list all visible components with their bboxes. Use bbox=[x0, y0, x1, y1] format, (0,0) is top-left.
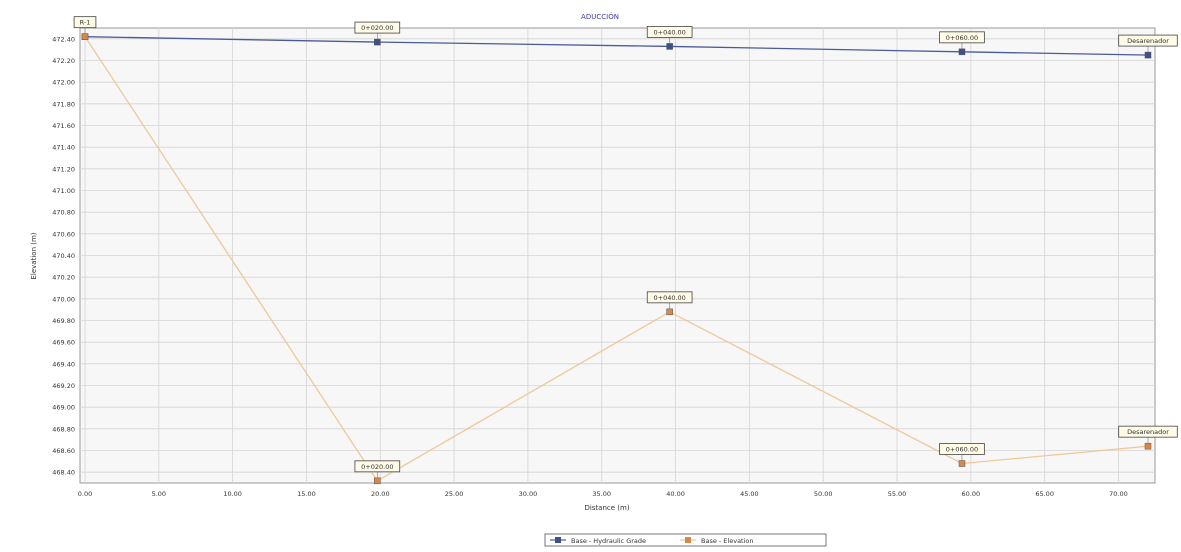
y-tick-label: 471.20 bbox=[52, 165, 75, 173]
y-tick-label: 470.80 bbox=[52, 209, 75, 217]
y-tick-label: 469.20 bbox=[52, 382, 75, 390]
hydraulic-node-label-box bbox=[939, 31, 985, 44]
y-tick-label: 469.80 bbox=[52, 317, 75, 325]
legend-hydraulic-marker bbox=[555, 537, 561, 543]
hydraulic-grade-point bbox=[666, 43, 673, 50]
x-tick-label: 60.00 bbox=[962, 490, 981, 498]
hydraulic-node-label: 0+020.00 bbox=[361, 24, 393, 32]
elevation-point bbox=[1144, 442, 1152, 450]
legend-elevation-label: Base - Elevation bbox=[701, 537, 754, 545]
y-tick-label: 472.40 bbox=[52, 35, 75, 43]
hydraulic-node-label-box bbox=[646, 26, 693, 38]
y-tick-label: 469.40 bbox=[52, 360, 75, 368]
y-tick-label: 468.40 bbox=[52, 469, 75, 477]
series bbox=[81, 33, 1152, 485]
y-tick-label: 470.20 bbox=[52, 274, 75, 282]
elevation-node-label: 0+060.00 bbox=[946, 446, 978, 454]
elevation-point bbox=[374, 477, 381, 485]
hydraulic-grade-point bbox=[374, 38, 381, 46]
legend-hydraulic-label: Base - Hydraulic Grade bbox=[571, 537, 646, 545]
x-tick-label: 15.00 bbox=[297, 490, 316, 498]
x-tick-label: 10.00 bbox=[223, 490, 242, 498]
hydraulic-node-label: Desarenador bbox=[1127, 37, 1169, 45]
x-tick-label: 30.00 bbox=[519, 490, 538, 498]
hydraulic-grade-point bbox=[958, 48, 966, 56]
grid bbox=[80, 28, 1155, 483]
elevation-point bbox=[81, 33, 89, 40]
hydraulic-node-label: 0+060.00 bbox=[946, 34, 978, 42]
hydraulic-node-label-box bbox=[73, 16, 97, 29]
y-axis-label: Elevation (m) bbox=[30, 232, 38, 279]
elevation-node-label-box bbox=[646, 291, 693, 304]
elevation-node-label: 0+020.00 bbox=[361, 463, 393, 471]
node-labels: R-1 0+020.00 0+040.00 0+060.00 Desarenador 0+… bbox=[73, 16, 1178, 478]
y-tick-label: 470.00 bbox=[52, 295, 75, 303]
y-tick-label: 471.80 bbox=[52, 100, 75, 108]
x-tick-label: 65.00 bbox=[1035, 490, 1054, 498]
y-tick-label: 471.40 bbox=[52, 144, 75, 152]
y-tick-label: 468.60 bbox=[52, 447, 75, 455]
elevation-point bbox=[666, 308, 673, 316]
hydraulic-node-label: 0+040.00 bbox=[653, 28, 685, 36]
x-tick-label: 25.00 bbox=[445, 490, 464, 498]
tick-labels: 0.00 5.00 10.00 15.00 20.00 25.00 30.00 35.00 40… bbox=[52, 35, 1128, 498]
y-tick-label: 469.00 bbox=[52, 404, 75, 412]
legend: Base - Hydraulic Grade Base - Elevation bbox=[544, 533, 827, 547]
y-tick-label: 470.60 bbox=[52, 230, 75, 238]
y-tick-label: 471.60 bbox=[52, 122, 75, 130]
chart-title: ADUCCIÓN bbox=[581, 12, 619, 21]
x-tick-label: 5.00 bbox=[152, 490, 166, 498]
y-tick-label: 471.00 bbox=[52, 187, 75, 195]
x-tick-label: 50.00 bbox=[814, 490, 833, 498]
elevation-node-label: 0+040.00 bbox=[653, 294, 685, 302]
x-tick-label: 55.00 bbox=[888, 490, 907, 498]
elevation-point bbox=[958, 460, 966, 467]
y-tick-label: 468.80 bbox=[52, 425, 75, 433]
legend-elevation-marker bbox=[685, 537, 691, 543]
hydraulic-node-label-box bbox=[1118, 34, 1178, 47]
y-tick-label: 472.20 bbox=[52, 57, 75, 65]
x-tick-label: 20.00 bbox=[371, 490, 390, 498]
y-tick-label: 472.00 bbox=[52, 79, 75, 87]
hydraulic-node-label-box bbox=[354, 21, 401, 34]
x-tick-label: 35.00 bbox=[592, 490, 611, 498]
x-axis-label: Distance (m) bbox=[584, 504, 629, 512]
y-tick-label: 469.60 bbox=[52, 339, 75, 347]
y-tick-label: 470.40 bbox=[52, 252, 75, 260]
elevation-node-label-box bbox=[939, 443, 985, 455]
hydraulic-grade-point bbox=[1144, 51, 1152, 59]
x-tick-label: 40.00 bbox=[666, 490, 685, 498]
x-tick-label: 70.00 bbox=[1109, 490, 1128, 498]
x-tick-label: 0.00 bbox=[78, 490, 92, 498]
x-tick-label: 45.00 bbox=[740, 490, 759, 498]
elevation-node-label: Desarenador bbox=[1127, 428, 1169, 436]
hydraulic-node-label: R-1 bbox=[80, 19, 91, 27]
elevation-node-label-box bbox=[1118, 425, 1178, 438]
elevation-node-label-box bbox=[354, 460, 401, 473]
